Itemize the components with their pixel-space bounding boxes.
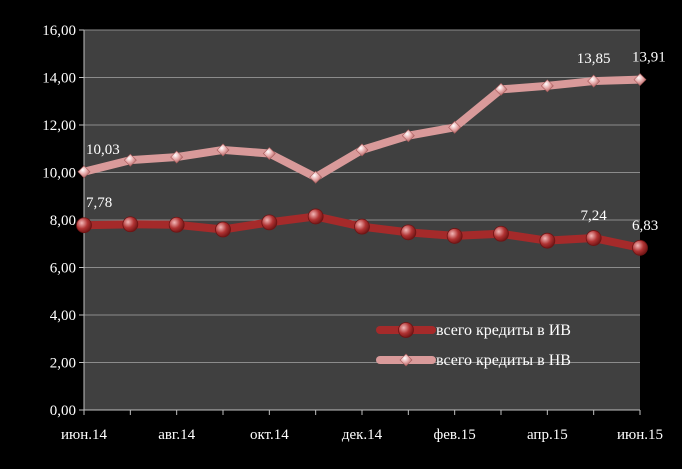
x-tick-label: авг.14 (158, 427, 195, 443)
legend-marker (398, 322, 414, 338)
series-point-1 (307, 208, 324, 225)
series-point-2 (448, 120, 462, 134)
series-point-2 (123, 153, 137, 167)
series-point-2 (170, 150, 184, 164)
series-group (76, 73, 648, 256)
x-tick-label: июн.14 (61, 427, 108, 443)
data-label: 10,03 (86, 142, 120, 158)
y-tick-label: 8,00 (50, 213, 76, 229)
y-tick-label: 2,00 (50, 356, 76, 372)
series-point-2 (494, 82, 508, 96)
data-label: 7,78 (86, 195, 112, 211)
series-point-2 (77, 165, 91, 179)
data-label: 7,24 (581, 208, 608, 224)
data-label: 6,83 (632, 218, 658, 234)
x-tick-label: дек.14 (342, 427, 383, 443)
legend: всего кредиты в ИВ всего кредиты в НВ (376, 322, 571, 369)
y-tick-label: 10,00 (42, 166, 76, 182)
x-tick-label: фев.15 (434, 427, 476, 443)
y-tick-label: 6,00 (50, 261, 76, 277)
y-tick-label: 0,00 (50, 403, 76, 419)
series-point-2 (633, 73, 647, 87)
legend-marker (399, 353, 413, 367)
y-tick-label: 4,00 (50, 308, 76, 324)
legend-label: всего кредиты в ИВ (436, 322, 571, 339)
data-label: 13,91 (632, 50, 666, 66)
y-tick-label: 14,00 (42, 71, 76, 87)
series-point-1 (400, 224, 417, 241)
series-point-1 (493, 225, 509, 242)
series-point-1 (215, 221, 231, 238)
series-point-2 (309, 170, 323, 184)
x-tick-label: окт.14 (250, 427, 289, 443)
series-point-1 (122, 216, 139, 233)
series-point-1 (168, 216, 185, 233)
data-label: 13,85 (577, 51, 611, 67)
series-point-1 (261, 214, 278, 231)
y-axis: 0,00 2,00 4,00 6,00 8,00 10,00 12,00 14,00 16,00 (42, 23, 85, 419)
series-point-1 (76, 217, 92, 234)
series-point-2 (355, 143, 369, 157)
y-tick-label: 12,00 (42, 118, 76, 134)
series-point-1 (585, 230, 602, 246)
series-point-1 (539, 232, 556, 249)
x-tick-label: июн.15 (617, 427, 663, 443)
data-labels: 7,78 7,24 6,83 10,03 13,85 13,91 (86, 50, 666, 234)
legend-label: всего кредиты в НВ (436, 352, 571, 369)
series-point-2 (262, 147, 276, 160)
series-point-1 (354, 218, 370, 235)
series-point-2 (401, 129, 415, 143)
x-axis: июн.14 авг.14 окт.14 дек.14 фев.15 апр.15 июн.… (61, 409, 663, 443)
series-point-2 (540, 79, 554, 93)
series-point-1 (446, 228, 463, 244)
series-point-2 (216, 143, 230, 157)
x-tick-label: апр.15 (527, 427, 568, 443)
series-point-1 (632, 239, 648, 256)
series-point-2 (587, 74, 601, 88)
y-tick-label: 16,00 (42, 23, 76, 39)
